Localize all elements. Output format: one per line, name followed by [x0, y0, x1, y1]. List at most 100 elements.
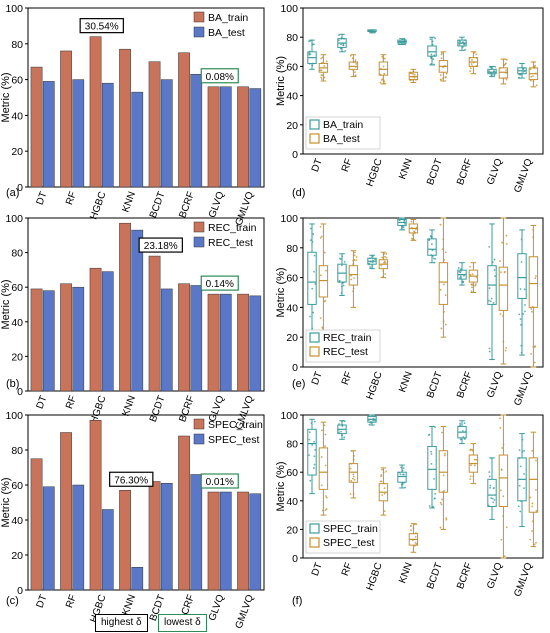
- data-point: [428, 238, 431, 241]
- data-point: [459, 275, 462, 278]
- data-point: [385, 256, 388, 259]
- y-tick-label: 100: [5, 3, 23, 15]
- data-point: [382, 270, 385, 272]
- data-point: [520, 261, 523, 263]
- data-point: [531, 520, 534, 523]
- data-point: [349, 54, 352, 57]
- legend-highest-delta: highest δ: [95, 614, 148, 632]
- data-point: [532, 228, 535, 231]
- x-tick-label: BCDT: [425, 561, 445, 590]
- data-point: [355, 259, 358, 262]
- x-tick-label: BCDT: [148, 190, 168, 219]
- x-tick-label: RF: [64, 593, 79, 609]
- data-point: [368, 262, 371, 265]
- data-point: [494, 65, 497, 68]
- data-point: [458, 270, 461, 273]
- delta-annotation: 23.18%: [144, 241, 178, 252]
- data-point: [490, 497, 493, 499]
- data-point: [431, 43, 434, 46]
- data-point: [488, 475, 491, 478]
- data-point: [469, 273, 472, 276]
- data-point: [415, 226, 418, 229]
- data-point: [380, 480, 383, 483]
- data-point: [471, 286, 473, 289]
- data-point: [503, 555, 506, 558]
- data-point: [442, 474, 445, 477]
- data-point: [313, 463, 316, 466]
- data-point: [502, 77, 505, 80]
- data-point: [501, 447, 504, 449]
- y-tick-label: 100: [5, 410, 23, 422]
- data-point: [442, 238, 445, 241]
- bar: [237, 293, 249, 392]
- data-point: [353, 277, 355, 279]
- data-point: [443, 310, 445, 313]
- data-point: [381, 55, 384, 58]
- data-point: [444, 323, 447, 326]
- data-point: [520, 72, 523, 75]
- data-point: [475, 56, 478, 59]
- box: [498, 266, 509, 311]
- data-point: [321, 56, 324, 59]
- data-point: [309, 315, 312, 318]
- data-point: [410, 529, 412, 532]
- data-point: [410, 220, 413, 223]
- data-point: [325, 269, 327, 272]
- data-point: [502, 315, 504, 317]
- data-point: [399, 41, 402, 43]
- data-point: [443, 454, 446, 457]
- data-point: [414, 535, 417, 538]
- data-point: [534, 277, 537, 279]
- data-point: [380, 475, 382, 478]
- data-point: [439, 288, 442, 291]
- data-point: [313, 43, 315, 46]
- data-point: [340, 430, 343, 433]
- data-point: [429, 235, 432, 237]
- data-point: [505, 242, 508, 245]
- data-point: [324, 509, 327, 512]
- bar: [178, 283, 190, 392]
- data-point: [429, 38, 432, 41]
- x-tick-label: GLVQ: [207, 593, 227, 622]
- data-point: [464, 48, 467, 51]
- data-point: [403, 40, 406, 43]
- delta-box-highest: [109, 471, 154, 487]
- box: [307, 428, 317, 476]
- data-point: [464, 430, 467, 433]
- x-tick-label: RF: [340, 157, 355, 173]
- data-point: [531, 530, 534, 532]
- data-point: [489, 300, 492, 303]
- data-point: [352, 473, 355, 476]
- data-point: [432, 505, 435, 508]
- data-point: [385, 252, 388, 255]
- data-point: [403, 481, 406, 484]
- data-point: [368, 423, 371, 426]
- data-point: [341, 285, 343, 288]
- chart-panel-a: 0 20 40 60 80 100 Metric (%) DT RF HGBC KNN BCDT BCR…: [0, 3, 265, 227]
- data-point: [439, 78, 442, 81]
- y-axis-label: Metric (%): [275, 461, 287, 511]
- data-point: [379, 81, 382, 84]
- data-point: [312, 233, 315, 236]
- data-point: [473, 51, 476, 54]
- delta-annotation: 0.08%: [206, 72, 234, 83]
- data-point: [320, 74, 323, 76]
- data-point: [410, 237, 413, 240]
- x-tick-label: BCRF: [455, 561, 475, 590]
- data-point: [309, 227, 312, 230]
- y-tick-label: 100: [280, 410, 298, 422]
- bar: [119, 222, 131, 392]
- data-point: [517, 505, 520, 508]
- x-tick-label: RF: [64, 190, 79, 206]
- bar: [30, 458, 43, 591]
- legend-swatch: [193, 11, 205, 23]
- legend-swatch: [193, 236, 205, 248]
- data-point: [402, 226, 405, 228]
- data-point: [350, 462, 353, 465]
- delta-annotation: 30.54%: [85, 22, 119, 33]
- data-point: [533, 543, 536, 546]
- data-point: [519, 288, 522, 290]
- chart-panel-d: 0 20 40 60 80 100 Metric (%) DT RF HGBC KNN BCDT BCR…: [275, 3, 544, 199]
- bar: [30, 66, 43, 188]
- delta-box-lowest: [200, 473, 239, 489]
